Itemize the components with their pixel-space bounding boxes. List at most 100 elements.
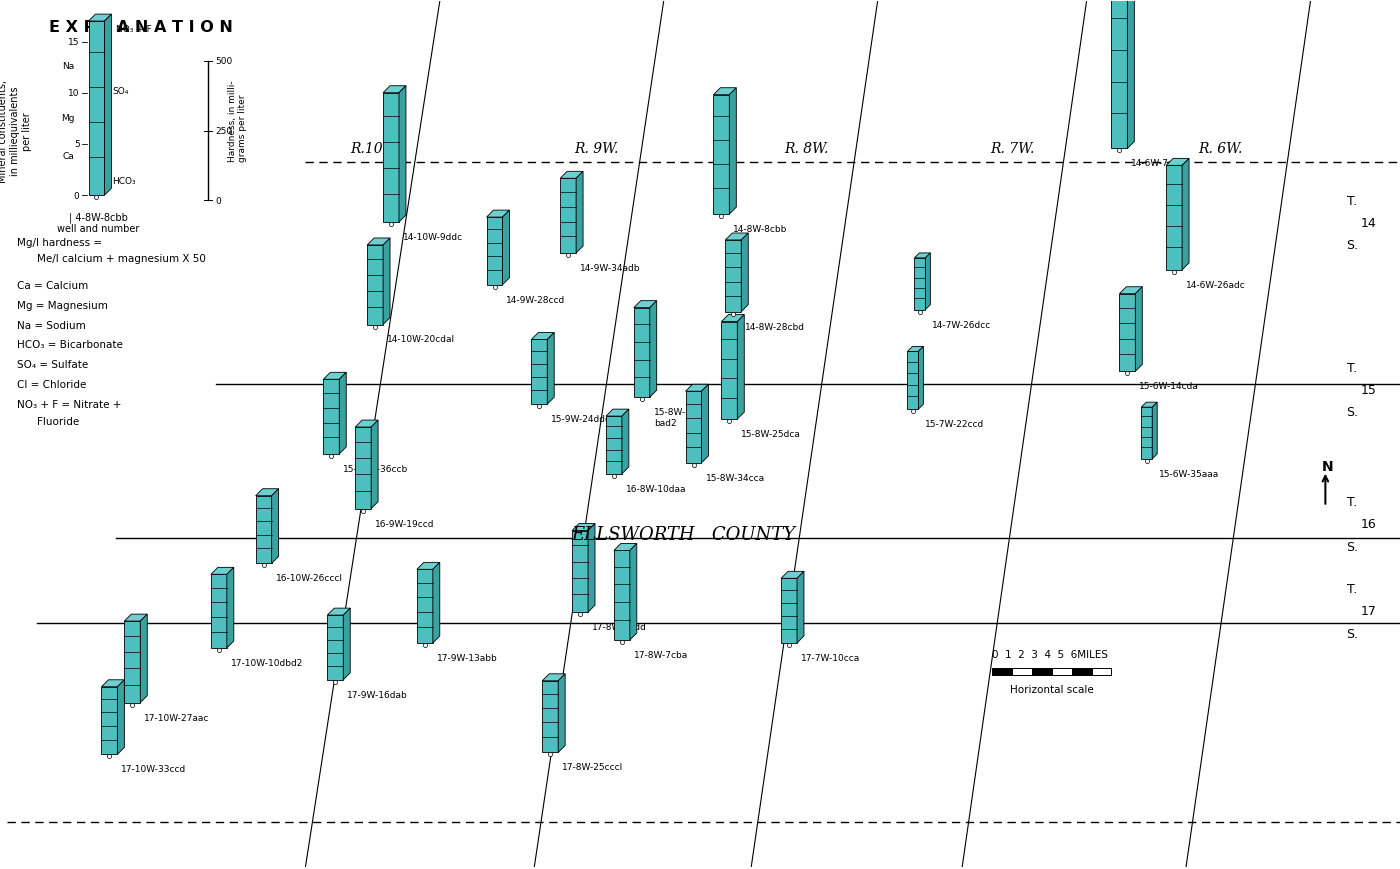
- Text: 15: 15: [69, 38, 80, 47]
- Text: 14-8W-28cbd: 14-8W-28cbd: [745, 322, 805, 331]
- Polygon shape: [1182, 159, 1189, 270]
- Text: Na: Na: [63, 63, 74, 71]
- Text: S.: S.: [1347, 541, 1358, 554]
- Polygon shape: [725, 234, 748, 241]
- Text: 10: 10: [69, 90, 80, 98]
- Bar: [1051, 668, 1071, 675]
- Text: 250: 250: [216, 127, 232, 136]
- Text: 16-8W-10daa: 16-8W-10daa: [626, 484, 686, 494]
- Bar: [1071, 668, 1092, 675]
- Polygon shape: [384, 239, 391, 325]
- Polygon shape: [914, 259, 925, 310]
- Polygon shape: [1166, 159, 1189, 166]
- Text: HCO₃ = Bicarbonate: HCO₃ = Bicarbonate: [17, 340, 123, 350]
- Text: N: N: [1322, 460, 1333, 474]
- Text: 17-9W-13abb: 17-9W-13abb: [437, 653, 497, 662]
- Polygon shape: [384, 94, 399, 222]
- Text: 15-9W-24ddd: 15-9W-24ddd: [552, 415, 612, 423]
- Text: 14-9W-28ccd: 14-9W-28ccd: [507, 295, 566, 304]
- Text: Cl = Chloride: Cl = Chloride: [17, 380, 87, 390]
- Polygon shape: [907, 347, 924, 352]
- Text: 0: 0: [74, 191, 80, 201]
- Text: Ca = Calcium: Ca = Calcium: [17, 281, 88, 290]
- Polygon shape: [371, 421, 378, 509]
- Polygon shape: [606, 409, 629, 416]
- Text: 17-9W-16dab: 17-9W-16dab: [347, 690, 407, 699]
- Polygon shape: [1120, 295, 1135, 372]
- Text: NO₃ + F = Nitrate +: NO₃ + F = Nitrate +: [17, 400, 122, 409]
- Bar: [1012, 668, 1032, 675]
- Text: E X P L A N A T I O N: E X P L A N A T I O N: [49, 20, 232, 35]
- Text: 14-7W-26dcc: 14-7W-26dcc: [932, 320, 991, 329]
- Polygon shape: [615, 544, 637, 551]
- Polygon shape: [630, 544, 637, 640]
- Polygon shape: [542, 681, 559, 753]
- Polygon shape: [125, 614, 147, 621]
- Polygon shape: [118, 680, 125, 754]
- Polygon shape: [101, 687, 118, 754]
- Polygon shape: [532, 340, 547, 405]
- Polygon shape: [328, 608, 350, 615]
- Text: 17-10W-27aac: 17-10W-27aac: [144, 713, 210, 722]
- Polygon shape: [797, 572, 804, 643]
- Polygon shape: [781, 579, 797, 643]
- Polygon shape: [487, 218, 503, 285]
- Polygon shape: [573, 524, 595, 531]
- Polygon shape: [272, 489, 279, 564]
- Text: T.: T.: [1347, 362, 1358, 375]
- Polygon shape: [634, 308, 650, 398]
- Bar: [1032, 668, 1051, 675]
- Polygon shape: [907, 352, 918, 409]
- Text: T.: T.: [1347, 495, 1358, 508]
- Text: 0: 0: [216, 196, 221, 205]
- Polygon shape: [634, 302, 657, 308]
- Bar: [1092, 668, 1112, 675]
- Polygon shape: [577, 172, 582, 254]
- Text: 14-6W-26adc: 14-6W-26adc: [1186, 281, 1246, 289]
- Text: Mineral constituents,
in milliequivalents
per liter: Mineral constituents, in milliequivalent…: [0, 80, 32, 182]
- Polygon shape: [125, 621, 140, 703]
- Polygon shape: [1135, 288, 1142, 372]
- Polygon shape: [384, 87, 406, 94]
- Text: 14-10W-20cdal: 14-10W-20cdal: [386, 335, 455, 344]
- Text: Mg = Magnesium: Mg = Magnesium: [17, 301, 108, 310]
- Polygon shape: [560, 172, 582, 179]
- Polygon shape: [560, 179, 577, 254]
- Polygon shape: [256, 496, 272, 564]
- Text: S.: S.: [1347, 627, 1358, 640]
- Bar: [993, 668, 1012, 675]
- Polygon shape: [1120, 288, 1142, 295]
- Text: 500: 500: [216, 57, 232, 66]
- Text: 15-6W-14cda: 15-6W-14cda: [1140, 381, 1200, 391]
- Text: Ca: Ca: [63, 152, 74, 161]
- Polygon shape: [256, 489, 279, 496]
- Text: 17-8W-25cccl: 17-8W-25cccl: [563, 762, 623, 772]
- Polygon shape: [532, 333, 554, 340]
- Text: S.: S.: [1347, 239, 1358, 252]
- Polygon shape: [1152, 402, 1158, 460]
- Polygon shape: [721, 315, 745, 322]
- Text: 14: 14: [1361, 216, 1376, 229]
- Polygon shape: [714, 89, 736, 96]
- Text: Fluoride: Fluoride: [36, 416, 78, 427]
- Polygon shape: [323, 373, 346, 380]
- Polygon shape: [88, 15, 112, 22]
- Text: R. 9W.: R. 9W.: [574, 143, 619, 156]
- Polygon shape: [433, 563, 440, 643]
- Polygon shape: [356, 421, 378, 428]
- Polygon shape: [356, 428, 371, 509]
- Polygon shape: [211, 574, 227, 648]
- Text: 17-8W-4add: 17-8W-4add: [592, 622, 647, 632]
- Text: 14-6W-7aaa: 14-6W-7aaa: [1131, 159, 1186, 169]
- Text: Mg/l hardness =: Mg/l hardness =: [17, 238, 102, 248]
- Polygon shape: [542, 674, 566, 681]
- Text: T.: T.: [1347, 582, 1358, 595]
- Polygon shape: [547, 333, 554, 405]
- Polygon shape: [1127, 0, 1134, 149]
- Polygon shape: [1141, 402, 1158, 408]
- Text: 17-7W-10cca: 17-7W-10cca: [801, 653, 860, 662]
- Text: Horizontal scale: Horizontal scale: [1009, 684, 1093, 694]
- Polygon shape: [140, 614, 147, 703]
- Text: 14-9W-34adb: 14-9W-34adb: [580, 263, 641, 273]
- Text: Hardness, in milli-
grams per liter: Hardness, in milli- grams per liter: [228, 81, 248, 163]
